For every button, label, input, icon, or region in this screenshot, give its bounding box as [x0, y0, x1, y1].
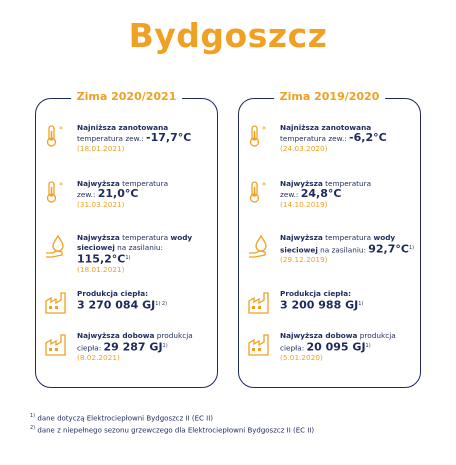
label: Najwyższa dobowa	[280, 331, 358, 340]
value: 20 095 GJ	[306, 340, 366, 354]
label: Najwyższa	[77, 179, 120, 188]
label: temperatura	[119, 233, 171, 242]
value: -17,7°C	[146, 131, 192, 144]
label: Najniższa zanotowana	[280, 123, 372, 132]
label: temperatura	[322, 233, 374, 242]
panel-winter-2019-2020: Zima 2019/2020 * Najniższa zanotowana te…	[238, 90, 421, 388]
value: 115,2°C	[77, 252, 126, 266]
label: na zasilaniu:	[317, 245, 369, 255]
value: 92,7°C	[368, 242, 409, 256]
label: Najwyższa	[77, 233, 120, 242]
label: zew.:	[77, 190, 98, 199]
panel-winter-2020-2021: Zima 2020/2021 * Najniższa zanotowana te…	[35, 90, 218, 388]
footnote-text: dane z niepełnego sezonu grzewczego dla …	[37, 426, 315, 435]
date: (24.03.2020)	[280, 144, 328, 153]
date: (29.12.2019)	[280, 255, 328, 265]
label: ciepła:	[77, 343, 104, 353]
value: -6,2°C	[349, 131, 387, 144]
value: 3 200 988 GJ	[280, 298, 359, 312]
value: 21,0°C	[97, 187, 139, 200]
footnote-mark: 1)	[125, 255, 131, 261]
factory-icon	[247, 289, 271, 315]
label: na zasilaniu:	[114, 243, 163, 252]
footnote-mark: 1)	[162, 343, 168, 349]
label: produkcja	[357, 331, 396, 340]
label: zew.:	[280, 190, 301, 199]
date: (8.02.2021)	[77, 353, 120, 363]
footnote-mark: 1)	[30, 413, 36, 419]
hand-drop-icon	[44, 233, 68, 259]
factory-icon	[247, 331, 271, 357]
label: Produkcja ciepła:	[280, 289, 352, 298]
label: sieciowej	[280, 245, 318, 255]
label: Produkcja ciepła:	[77, 289, 149, 298]
hand-drop-icon	[247, 233, 271, 259]
factory-icon	[44, 331, 68, 357]
label: Najwyższa	[280, 233, 323, 242]
label: temperatura	[119, 179, 169, 188]
footnote-1: 1) dane dotyczą Elektrociepłowni Bydgosz…	[30, 413, 213, 422]
label: sieciowej	[77, 243, 115, 252]
date: (5.01.2020)	[280, 353, 323, 363]
date: (14.10.2019)	[280, 200, 328, 209]
label: produkcja	[154, 331, 193, 340]
footnote-text: dane dotyczą Elektrociepłowni Bydgoszcz …	[37, 414, 214, 423]
label: temperatura zew.:	[77, 134, 147, 143]
thermometer-snowflake-icon: *	[247, 179, 271, 205]
date: (18.01.2021)	[77, 144, 125, 153]
svg-text:*: *	[262, 181, 266, 190]
footnote-mark: 1)	[408, 245, 415, 251]
footnote-mark: 2)	[30, 425, 36, 431]
value: 29 287 GJ	[103, 340, 163, 354]
label: temperatura zew.:	[280, 134, 350, 143]
panel-title: Zima 2019/2020	[273, 90, 386, 103]
label: wody	[170, 233, 193, 242]
value: 3 270 084 GJ	[77, 298, 156, 312]
date: (18.01.2021)	[77, 265, 125, 275]
label: Najniższa zanotowana	[77, 123, 169, 132]
footnote-2: 2) dane z niepełnego sezonu grzewczego d…	[30, 425, 314, 434]
label: wody	[373, 233, 396, 242]
page-title: Bydgoszcz	[128, 16, 328, 55]
thermometer-snowflake-icon: *	[247, 123, 271, 149]
svg-text:*: *	[262, 125, 266, 134]
factory-icon	[44, 289, 68, 315]
label: ciepła:	[280, 343, 307, 353]
value: 24,8°C	[300, 187, 342, 200]
panel-title: Zima 2020/2021	[70, 90, 183, 103]
footnote-mark: 1)	[358, 301, 364, 307]
footnote-mark: 1) 2)	[155, 301, 168, 307]
label: temperatura	[322, 179, 372, 188]
footnote-mark: 1)	[365, 343, 371, 349]
label: Najwyższa	[280, 179, 323, 188]
thermometer-snowflake-icon: *	[44, 123, 68, 149]
label: Najwyższa dobowa	[77, 331, 155, 340]
date: (31.03.2021)	[77, 200, 125, 209]
thermometer-snowflake-icon: *	[44, 179, 68, 205]
svg-text:*: *	[59, 125, 63, 134]
svg-text:*: *	[59, 181, 63, 190]
